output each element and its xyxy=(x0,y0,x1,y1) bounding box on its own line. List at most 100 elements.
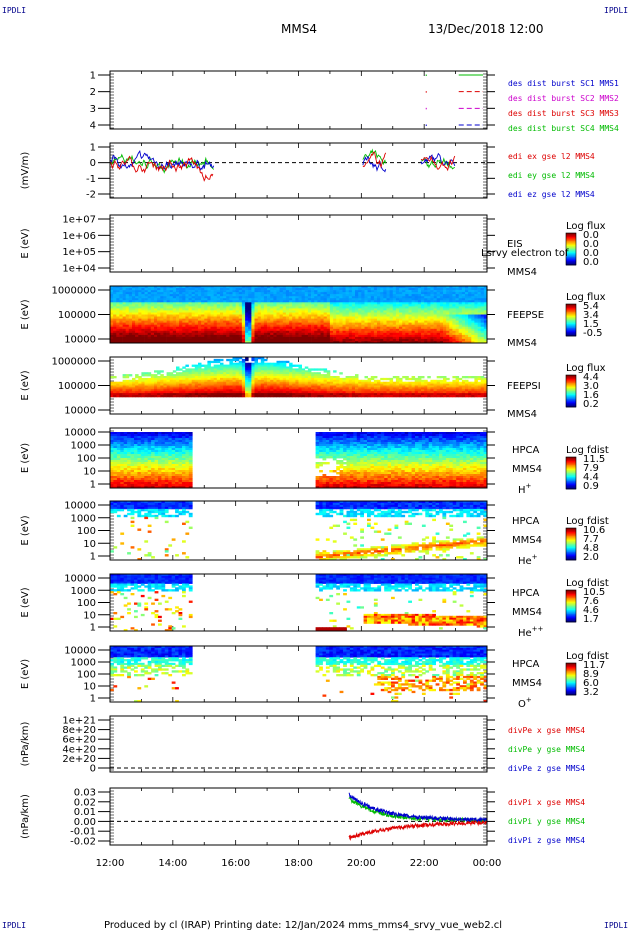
heatmap-cell xyxy=(314,332,318,336)
heatmap-cell xyxy=(160,341,164,344)
heatmap-cell xyxy=(216,310,221,313)
heatmap-cell xyxy=(210,286,214,289)
heatmap-cell xyxy=(141,389,145,392)
heatmap-cell xyxy=(220,326,224,330)
heatmap-cell xyxy=(380,338,384,342)
heatmap-cell xyxy=(113,389,117,392)
heatmap-cell xyxy=(417,302,422,305)
heatmap-cell xyxy=(267,336,271,340)
heatmap-cell xyxy=(427,316,431,319)
heatmap-cell xyxy=(433,320,438,323)
heatmap-cell xyxy=(166,304,171,307)
heatmap-cell xyxy=(267,324,271,328)
heatmap-cell xyxy=(182,290,186,293)
heatmap-cell xyxy=(207,374,211,377)
heatmap-cell xyxy=(471,316,475,319)
heatmap-cell xyxy=(154,302,158,305)
heatmap-cell xyxy=(163,328,167,332)
heatmap-cell xyxy=(216,389,221,392)
heatmap-cell xyxy=(421,312,425,315)
heatmap-cell xyxy=(194,296,199,299)
heatmap-cell xyxy=(358,298,362,301)
burst-point xyxy=(425,124,427,126)
heatmap-cell xyxy=(150,292,155,295)
heatmap-cell xyxy=(301,318,306,321)
heatmap-cell xyxy=(191,320,196,323)
heatmap-cell xyxy=(223,312,227,315)
heatmap-cell xyxy=(333,316,337,319)
heatmap-cell xyxy=(421,320,425,323)
corner-mark-top-right: IPDLI xyxy=(604,6,629,15)
heatmap-cell xyxy=(238,370,243,373)
heatmap-cell xyxy=(295,312,299,315)
y-tick-label: 0.00 xyxy=(74,817,96,828)
heatmap-cell xyxy=(138,286,142,289)
heatmap-cell xyxy=(323,334,328,338)
heatmap-cell xyxy=(380,314,384,317)
heatmap-cell xyxy=(298,324,302,328)
heatmap-cell xyxy=(465,300,469,303)
heatmap-cell xyxy=(241,381,246,384)
heatmap-cell xyxy=(411,330,416,334)
heatmap-cell xyxy=(314,294,318,297)
heatmap-cell xyxy=(216,381,221,384)
heatmap-cell xyxy=(436,314,441,317)
heatmap-cell xyxy=(270,314,274,317)
heatmap-cell xyxy=(188,332,192,336)
heatmap-cell xyxy=(163,312,167,315)
heatmap-cell xyxy=(232,332,236,336)
heatmap-cell xyxy=(336,332,340,336)
heatmap-cell xyxy=(433,328,438,332)
heatmap-cell xyxy=(468,286,472,289)
heatmap-cell xyxy=(116,308,120,311)
heatmap-cell xyxy=(480,308,485,311)
heatmap-cell xyxy=(169,379,174,383)
heatmap-cell xyxy=(263,324,268,328)
heatmap-cell xyxy=(216,368,221,371)
heatmap-cell xyxy=(304,308,309,311)
heatmap-cell xyxy=(295,294,299,297)
heatmap-cell xyxy=(351,324,356,328)
heatmap-cell xyxy=(179,296,183,299)
heatmap-cell xyxy=(144,302,149,305)
heatmap-cell xyxy=(248,330,252,334)
heatmap-cell xyxy=(185,306,189,309)
heatmap-cell xyxy=(304,302,309,305)
heatmap-cell xyxy=(251,358,255,362)
heatmap-cell xyxy=(395,326,400,330)
heatmap-cell xyxy=(122,385,127,388)
heatmap-cell xyxy=(135,316,139,319)
heatmap-cell xyxy=(395,328,400,332)
heatmap-cell xyxy=(169,393,174,396)
heatmap-cell xyxy=(270,332,274,336)
heatmap-cell xyxy=(188,328,192,332)
heatmap-cell xyxy=(116,298,120,301)
heatmap-cell xyxy=(402,302,406,305)
heatmap-cell xyxy=(399,294,403,297)
heatmap-cell xyxy=(150,312,155,315)
heatmap-cell xyxy=(267,334,271,338)
heatmap-cell xyxy=(301,292,306,295)
heatmap-cell xyxy=(188,381,192,384)
heatmap-cell xyxy=(251,336,255,340)
heatmap-cell xyxy=(220,330,224,334)
heatmap-cell xyxy=(254,364,258,367)
heatmap-cell xyxy=(405,306,409,309)
heatmap-cell xyxy=(436,328,441,332)
heatmap-cell xyxy=(452,328,456,332)
heatmap-cell xyxy=(216,302,221,305)
heatmap-cell xyxy=(194,302,199,305)
heatmap-cell xyxy=(474,298,478,301)
heatmap-cell xyxy=(257,286,262,289)
heatmap-cell xyxy=(110,286,114,289)
heatmap-cell xyxy=(245,395,249,398)
heatmap-cell xyxy=(458,292,463,295)
heatmap-cell xyxy=(169,391,174,394)
heatmap-cell xyxy=(260,332,265,336)
heatmap-cell xyxy=(355,304,359,307)
heatmap-cell xyxy=(392,328,397,332)
heatmap-cell xyxy=(160,381,164,384)
heatmap-cell xyxy=(292,334,296,338)
heatmap-cell xyxy=(282,338,287,342)
heatmap-cell xyxy=(110,332,114,336)
